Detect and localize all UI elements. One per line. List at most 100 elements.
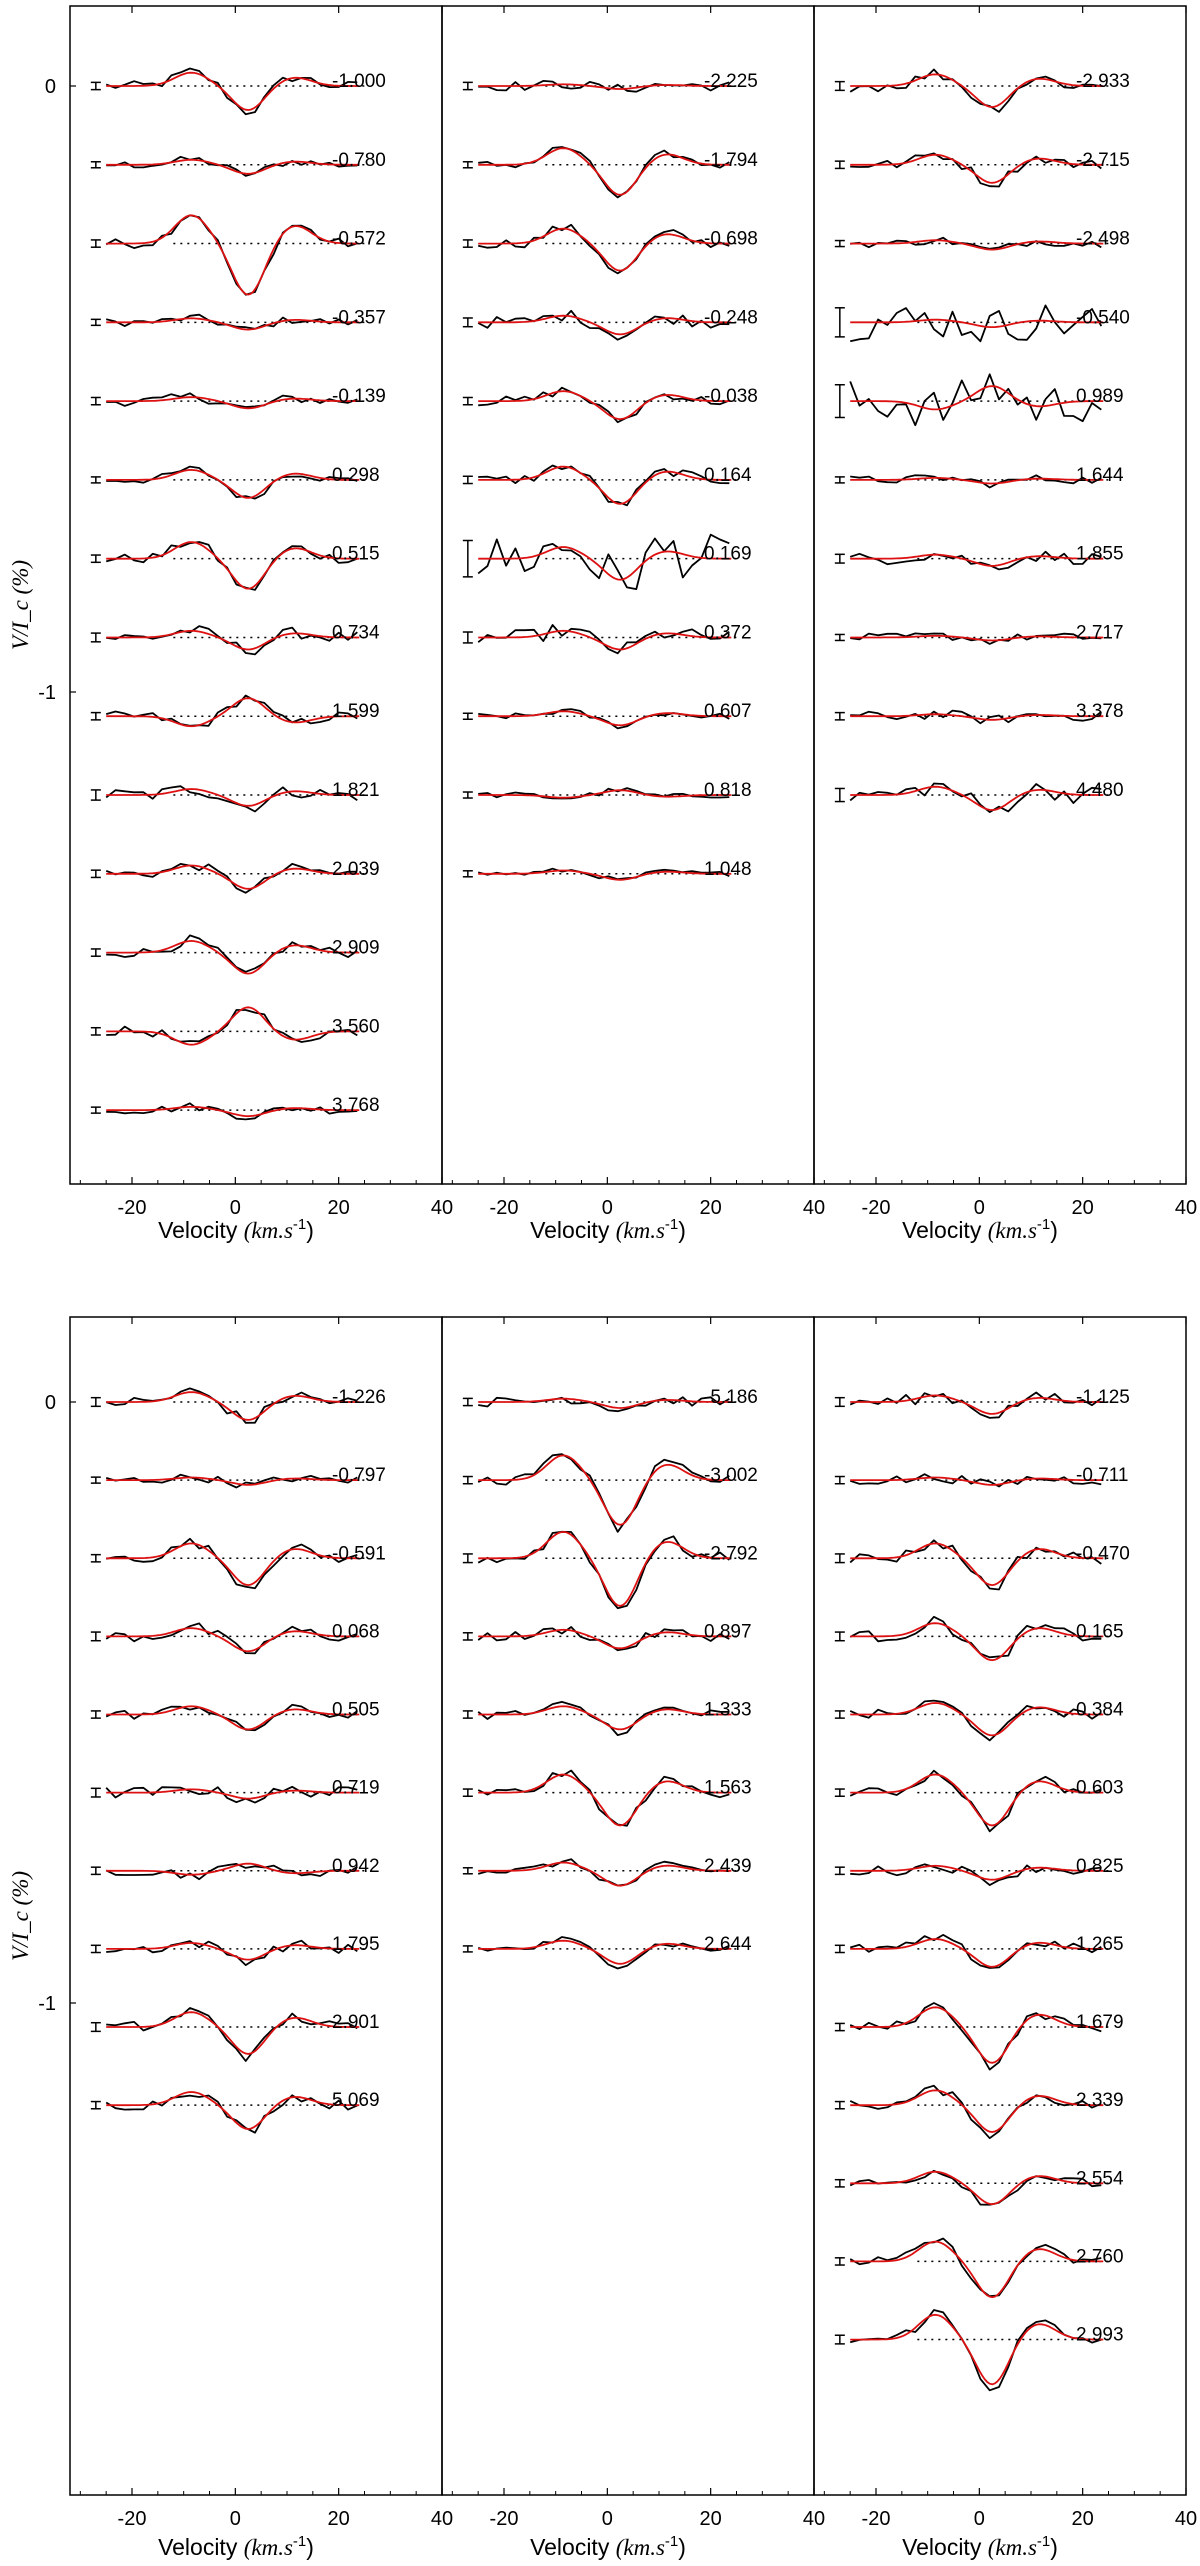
panel-top-left: -20 0 20 40 Velocity (km.s-1) -1.000 -0.780 -0.… <box>69 5 453 1243</box>
phase-label: 1.644 <box>1076 465 1124 486</box>
model-profile <box>106 2011 360 2055</box>
model-profile <box>850 1622 1104 1662</box>
x-axis-label: Velocity (km.s-1) <box>530 2533 686 2560</box>
x-tick-label: 40 <box>431 2508 453 2530</box>
x-axis-label-text: Velocity <box>902 1217 988 1243</box>
profile-row: 1.333 <box>462 1700 752 1736</box>
profile-row: 1.795 <box>90 1934 380 1966</box>
profile-row: 0.942 <box>90 1856 380 1881</box>
observed-profile <box>477 533 730 590</box>
phase-label: 0.734 <box>332 622 380 643</box>
model-profile <box>850 1864 1104 1881</box>
model-profile <box>850 73 1104 108</box>
x-axis-label-close: ) <box>678 2534 686 2560</box>
phase-label: 0.068 <box>332 1621 380 1642</box>
x-axis-label-close: ) <box>678 1217 686 1243</box>
x-tick-label: -20 <box>118 1197 147 1219</box>
x-axis-label-unit: (km.s <box>988 1218 1037 1243</box>
model-profile <box>478 465 732 505</box>
phase-label: 5.069 <box>332 2090 380 2111</box>
profile-row: 0.505 <box>90 1700 380 1732</box>
model-profile <box>106 697 360 728</box>
profile-row: 5.069 <box>90 2090 380 2134</box>
profile-row: 1.265 <box>834 1934 1124 1969</box>
model-profile <box>106 629 360 651</box>
model-profile <box>106 2091 360 2130</box>
model-profile <box>850 1702 1104 1737</box>
x-axis-label-exponent: -1 <box>665 2533 678 2550</box>
profile-row: 2.039 <box>90 859 380 894</box>
x-tick-label: 40 <box>803 1197 825 1219</box>
profile-row: 2.439 <box>462 1856 752 1887</box>
panel-top-middle: -20 0 20 40 Velocity (km.s-1) -2.225 -1.794 -0.… <box>441 5 825 1243</box>
profile-row: -1.226 <box>90 1387 386 1424</box>
model-profile <box>106 317 360 331</box>
phase-label: -1.794 <box>704 150 758 171</box>
profile-row: 0.825 <box>834 1856 1124 1886</box>
model-profile <box>478 629 732 651</box>
x-tick-label: 0 <box>230 2508 241 2530</box>
profile-row: 0.603 <box>834 1769 1124 1833</box>
profile-row: 2.909 <box>90 934 380 975</box>
x-axis-label-exponent: -1 <box>1037 1216 1050 1233</box>
x-axis-label-exponent: -1 <box>293 2533 306 2550</box>
profile-row: -0.139 <box>90 386 386 410</box>
panel-bottom-right: -20 0 20 40 Velocity (km.s-1) -1.125 -0.711 -0.… <box>813 1316 1197 2560</box>
x-axis-label-close: ) <box>1050 2534 1058 2560</box>
phase-label: 2.901 <box>332 2012 380 2033</box>
model-profile <box>106 1476 360 1486</box>
model-profile <box>106 396 360 410</box>
profile-row: -3.002 <box>462 1453 758 1533</box>
y-tick-label: -1 <box>38 682 56 704</box>
phase-label: -0.038 <box>704 386 758 407</box>
profile-row: -0.797 <box>90 1465 386 1489</box>
observed-profile <box>849 782 1102 813</box>
model-profile <box>850 1938 1104 1968</box>
model-profile <box>106 214 360 296</box>
observed-profile <box>105 1473 358 1489</box>
profile-row: -0.470 <box>834 1539 1130 1591</box>
profile-row: 0.989 <box>834 373 1124 427</box>
profile-row: -2.715 <box>834 150 1130 188</box>
model-profile <box>478 869 732 881</box>
x-axis-label-unit: (km.s <box>244 1218 293 1243</box>
x-axis-label-text: Velocity <box>530 1217 616 1243</box>
phase-label: 2.554 <box>1076 2168 1124 2189</box>
x-tick-label: 40 <box>1175 1197 1197 1219</box>
model-profile <box>106 1942 360 1961</box>
profile-row: 1.563 <box>462 1769 752 1827</box>
model-profile <box>850 785 1104 811</box>
phase-label: -0.797 <box>332 1465 386 1486</box>
phase-label: 0.505 <box>332 1700 380 1721</box>
phase-label: 2.439 <box>704 1856 752 1877</box>
phase-label: 1.333 <box>704 1700 752 1721</box>
phase-label: -0.139 <box>332 386 386 407</box>
profile-row: 0.607 <box>462 701 752 730</box>
observed-profile <box>105 1622 358 1655</box>
profile-row: -0.572 <box>90 214 386 296</box>
phase-label: 2.717 <box>1076 622 1124 643</box>
profile-row: 1.644 <box>834 465 1124 489</box>
profile-row: -0.780 <box>90 150 386 177</box>
phase-label: -1.226 <box>332 1387 386 1408</box>
observed-profile <box>850 304 1103 343</box>
phase-label: 0.372 <box>704 622 752 643</box>
profile-row: -0.591 <box>90 1537 386 1590</box>
phase-label: 3.560 <box>332 1016 380 1037</box>
x-tick-label: 0 <box>974 2508 985 2530</box>
phase-label: 0.164 <box>704 465 752 486</box>
phase-label: 0.607 <box>704 701 752 722</box>
phase-label: -0.780 <box>332 150 386 171</box>
phase-label: 1.048 <box>704 859 752 880</box>
phase-label: 0.169 <box>704 544 752 565</box>
phase-label: 4.480 <box>1076 780 1124 801</box>
x-axis-label-close: ) <box>1050 1217 1058 1243</box>
observed-profile <box>106 465 358 500</box>
model-profile <box>850 553 1104 567</box>
observed-profile <box>849 2309 1102 2392</box>
x-tick-label: 0 <box>230 1197 241 1219</box>
model-profile <box>478 1705 732 1731</box>
